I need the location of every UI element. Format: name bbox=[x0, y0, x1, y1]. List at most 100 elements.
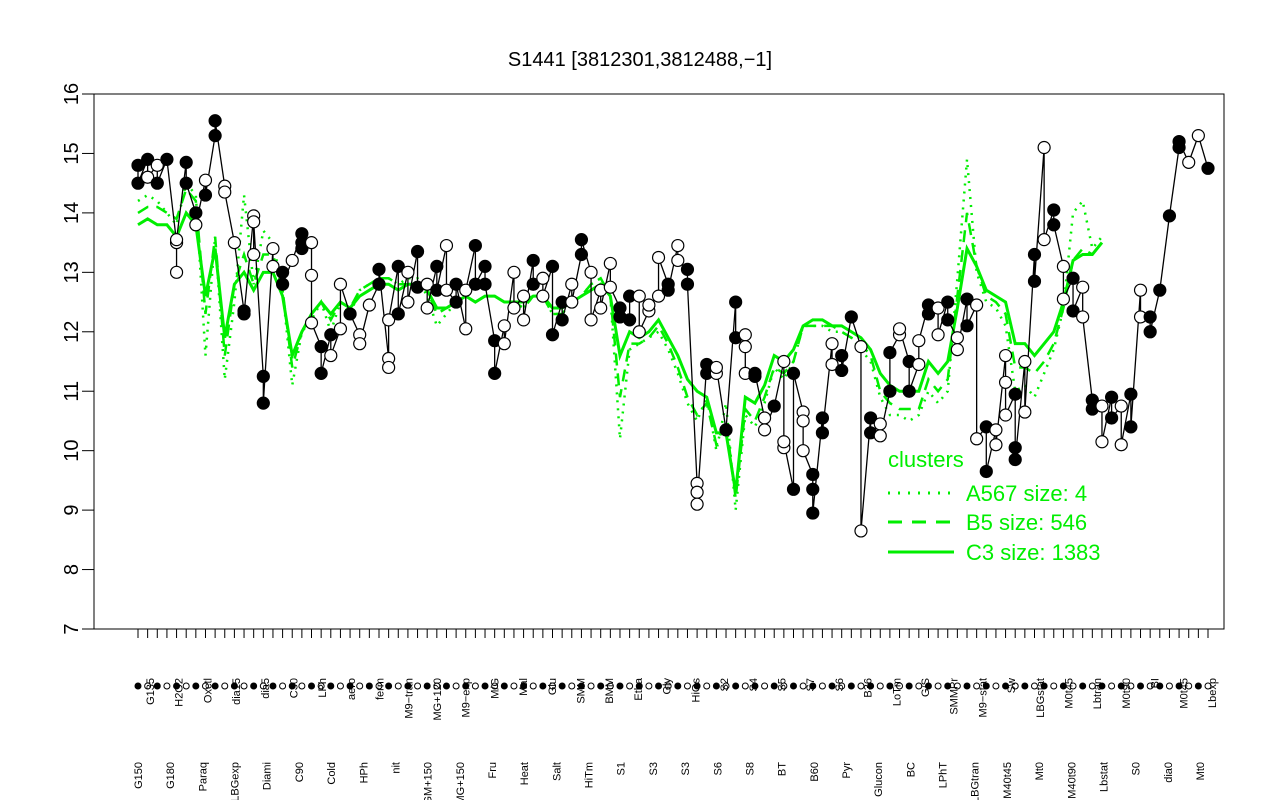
x-tick-label: BI bbox=[1150, 678, 1162, 688]
x-rug-mark bbox=[857, 682, 865, 690]
x-rug-mark bbox=[1011, 682, 1019, 690]
data-point bbox=[565, 295, 579, 309]
x-tick-label: G150 bbox=[133, 762, 145, 789]
x-tick-label: nit bbox=[390, 762, 402, 774]
x-rug-mark bbox=[789, 682, 797, 690]
data-point bbox=[478, 259, 492, 273]
data-point bbox=[632, 325, 646, 339]
y-tick-label: 10 bbox=[61, 440, 83, 462]
legend-label-c3: C3 size: 1383 bbox=[966, 540, 1101, 565]
x-tick-label: Heat bbox=[519, 762, 531, 785]
x-tick-label: S5 bbox=[776, 678, 788, 691]
data-point bbox=[439, 283, 454, 297]
x-tick-label: Lbstat bbox=[1098, 762, 1110, 792]
data-point bbox=[1018, 354, 1032, 369]
x-tick-label: LPh bbox=[317, 678, 329, 698]
x-rug-mark bbox=[847, 682, 855, 690]
x-tick-label: C90 bbox=[294, 762, 306, 782]
data-point bbox=[555, 313, 569, 327]
x-rug-mark bbox=[211, 682, 219, 690]
data-point bbox=[497, 337, 511, 351]
data-point bbox=[1066, 271, 1080, 285]
data-point bbox=[169, 265, 184, 279]
data-point bbox=[459, 322, 473, 336]
data-point bbox=[671, 238, 685, 253]
data-point bbox=[883, 384, 897, 398]
x-tick-label: ferm bbox=[375, 678, 387, 700]
x-rug-mark bbox=[153, 682, 161, 690]
data-point bbox=[777, 435, 791, 449]
x-rug-mark bbox=[394, 682, 402, 690]
x-rug-mark bbox=[442, 682, 450, 690]
x-tick-label: Mal bbox=[518, 678, 530, 696]
data-point bbox=[574, 247, 589, 262]
x-rug-mark bbox=[288, 682, 296, 690]
data-point bbox=[545, 259, 560, 273]
data-point bbox=[1076, 280, 1090, 294]
x-tick-label: LoTm bbox=[891, 678, 903, 706]
x-rug-mark bbox=[886, 682, 894, 690]
x-rug-mark bbox=[134, 682, 142, 690]
data-point bbox=[507, 265, 521, 279]
data-point bbox=[141, 152, 155, 166]
x-rug-mark bbox=[1127, 682, 1135, 690]
data-point bbox=[1095, 399, 1109, 413]
x-tick-label: SMM bbox=[576, 678, 588, 704]
x-tick-label: M9−tran bbox=[403, 678, 415, 719]
x-tick-label: S4 bbox=[748, 678, 760, 691]
x-rug-mark bbox=[924, 682, 932, 690]
data-point bbox=[1076, 310, 1090, 324]
data-point bbox=[931, 301, 945, 315]
data-point bbox=[449, 295, 463, 309]
data-point bbox=[912, 334, 926, 348]
data-point bbox=[680, 262, 695, 276]
data-point bbox=[979, 464, 993, 479]
legend: clusters A567 size: 4 B5 size: 546 C3 si… bbox=[888, 447, 1101, 565]
x-tick-label: BT bbox=[777, 762, 789, 776]
x-tick-label: M9−exp bbox=[461, 678, 473, 717]
data-point bbox=[1124, 420, 1138, 434]
data-point bbox=[430, 259, 444, 273]
series-lines bbox=[137, 159, 1104, 511]
x-tick-label: M0t45 bbox=[1178, 678, 1190, 709]
data-point bbox=[141, 170, 155, 184]
x-tick-label: MG+150 bbox=[455, 762, 467, 800]
data-point bbox=[892, 322, 907, 336]
x-rug-mark bbox=[1146, 682, 1154, 690]
data-point bbox=[237, 307, 251, 321]
x-rug-mark bbox=[674, 682, 682, 690]
data-point bbox=[1066, 304, 1080, 318]
data-point bbox=[873, 417, 887, 431]
data-point bbox=[1047, 203, 1061, 217]
data-point bbox=[786, 366, 801, 380]
data-point bbox=[950, 343, 964, 357]
x-rug-mark bbox=[308, 682, 316, 690]
x-rug-mark bbox=[1059, 682, 1067, 690]
data-point bbox=[1201, 161, 1215, 175]
x-rug-mark bbox=[616, 682, 624, 690]
data-point bbox=[1008, 441, 1022, 455]
x-rug-mark bbox=[712, 682, 720, 690]
data-point bbox=[410, 244, 425, 259]
x-rug-mark bbox=[655, 682, 663, 690]
x-tick-label: Oxctl bbox=[202, 678, 214, 703]
data-point bbox=[1124, 387, 1138, 401]
x-rug-mark bbox=[635, 682, 643, 690]
data-point bbox=[179, 155, 193, 169]
x-tick-label: S3 bbox=[680, 762, 692, 775]
data-point bbox=[295, 241, 309, 256]
x-rug-mark bbox=[163, 682, 171, 690]
data-points bbox=[131, 114, 1215, 538]
x-rug-mark bbox=[751, 682, 759, 690]
x-tick-label: Gly bbox=[662, 678, 674, 695]
x-tick-label: M9−stat bbox=[977, 678, 989, 717]
data-point bbox=[950, 331, 964, 345]
data-point bbox=[767, 399, 781, 413]
x-tick-label: Mt0 bbox=[1034, 762, 1046, 780]
data-point bbox=[1133, 283, 1148, 297]
data-point bbox=[998, 375, 1013, 389]
series-line-b5 bbox=[137, 186, 1103, 499]
x-tick-label: Lbexp bbox=[1207, 678, 1219, 708]
data-point bbox=[844, 310, 858, 324]
data-point bbox=[671, 253, 685, 268]
